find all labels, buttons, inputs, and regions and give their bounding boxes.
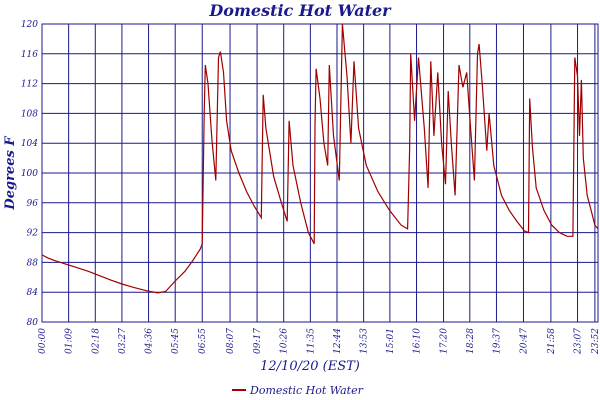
x-tick-label: 00:00	[38, 328, 48, 354]
y-tick-label: 116	[21, 50, 38, 60]
x-tick-label: 02:18	[91, 328, 101, 354]
x-tick-label: 23:52	[591, 328, 600, 355]
y-tick-label: 80	[27, 318, 39, 328]
x-tick-label: 09:17	[253, 328, 263, 354]
plot-border	[41, 23, 599, 323]
chart-title: Domestic Hot Water	[209, 1, 391, 20]
y-tick-label: 96	[27, 199, 39, 209]
x-tick-label: 23:07	[574, 328, 584, 355]
x-tick-label: 18:28	[466, 328, 476, 354]
x-tick-label: 12:44	[333, 328, 343, 354]
y-tick-label: 112	[21, 80, 38, 90]
x-tick-label: 20:47	[519, 328, 529, 355]
x-tick-label: 21:58	[547, 328, 557, 355]
x-tick-label: 13:53	[360, 328, 370, 354]
y-tick-label: 84	[27, 288, 39, 298]
x-tick-label: 05:45	[171, 328, 181, 354]
x-tick-label: 19:37	[492, 328, 502, 354]
x-tick-label: 01:09	[65, 328, 75, 354]
x-tick-label: 06:55	[198, 328, 208, 354]
y-tick-label: 104	[21, 139, 38, 149]
x-tick-label: 15:01	[386, 328, 396, 354]
y-tick-label: 108	[21, 109, 38, 119]
y-tick-label: 92	[27, 229, 39, 239]
x-tick-label: 03:27	[118, 328, 128, 354]
legend-label: Domestic Hot Water	[250, 383, 363, 397]
x-tick-label: 11:35	[306, 328, 316, 354]
y-tick-label: 120	[21, 20, 38, 30]
x-axis-label: 12/10/20 (EST)	[260, 359, 360, 374]
series-line-domestic-hot-water	[41, 23, 599, 294]
y-tick-label: 88	[27, 258, 39, 268]
legend: Domestic Hot Water	[232, 382, 363, 398]
x-tick-label: 08:07	[226, 328, 236, 354]
x-tick-label: 17:20	[440, 328, 450, 354]
x-tick-label: 10:26	[280, 328, 290, 354]
x-tick-label: 16:10	[413, 328, 423, 354]
legend-swatch	[232, 389, 246, 391]
y-tick-label: 100	[21, 169, 38, 179]
x-tick-label: 04:36	[145, 328, 155, 354]
